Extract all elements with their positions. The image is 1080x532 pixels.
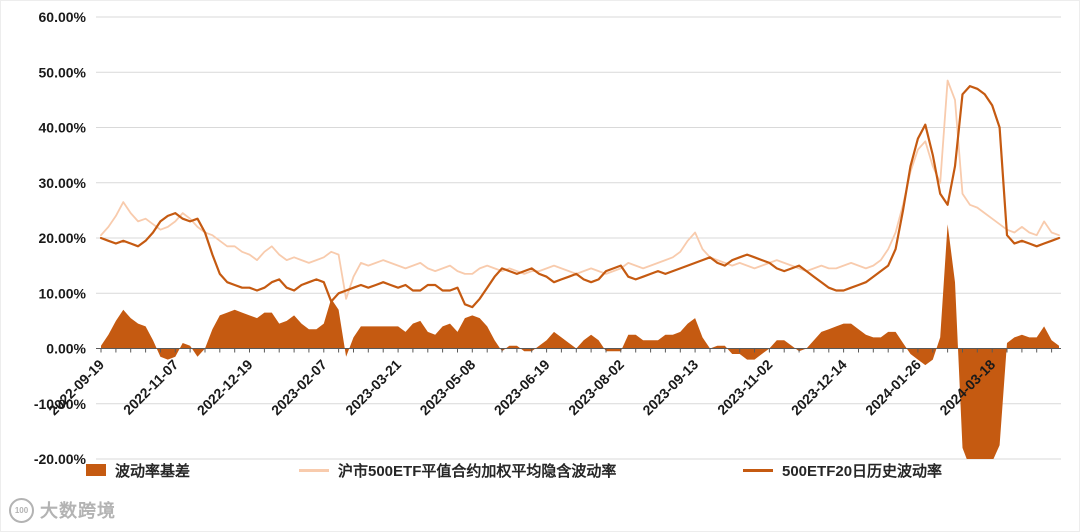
legend-label-historical-vol: 500ETF20日历史波动率 <box>782 462 943 480</box>
line-series-historical-vol <box>99 84 1061 309</box>
legend-item-historical-vol: 500ETF20日历史波动率 <box>743 459 942 481</box>
legend-label-basis: 波动率基差 <box>115 462 191 480</box>
x-axis-label: 2022-12-19 <box>194 356 256 418</box>
y-axis-label: 0.00% <box>46 341 86 357</box>
legend-swatch-historical-vol-line-icon <box>743 468 773 472</box>
y-axis-label: 50.00% <box>39 64 87 80</box>
legend-item-basis: 波动率基差 <box>86 459 190 481</box>
legend-swatch-area-icon <box>86 464 106 476</box>
legend-label-implied-vol: 沪市500ETF平值合约加权平均隐含波动率 <box>338 462 617 480</box>
y-axis-label: -20.00% <box>34 451 87 467</box>
x-axis-label: 2023-03-21 <box>342 356 404 418</box>
x-axis-label: 2024-01-26 <box>862 356 924 418</box>
y-axis-label: 40.00% <box>39 120 87 136</box>
x-axis-label: 2023-09-13 <box>639 356 701 418</box>
x-axis-label: 2022-11-07 <box>120 356 182 418</box>
y-axis-label: 10.00% <box>39 285 87 301</box>
y-axis-label: -10.00% <box>34 396 87 412</box>
watermark-logo-icon: 100 <box>9 497 34 523</box>
x-axis-label: 2023-12-14 <box>788 356 850 418</box>
area-series-basis <box>101 224 1059 459</box>
y-axis-label: 60.00% <box>39 9 87 25</box>
x-axis-label: 2023-11-02 <box>714 356 776 418</box>
y-axis-label: 30.00% <box>39 175 87 191</box>
legend-item-implied-vol: 沪市500ETF平值合约加权平均隐含波动率 <box>299 459 616 481</box>
legend-swatch-implied-vol-line-icon <box>299 468 329 472</box>
x-axis-label: 2023-02-07 <box>268 356 330 418</box>
y-axis-label: 20.00% <box>39 230 87 246</box>
x-axis-label: 2023-06-19 <box>491 356 553 418</box>
watermark-text: 大数跨境 <box>40 501 116 521</box>
watermark: 100 大数跨境 <box>9 497 116 523</box>
line-series-implied-vol <box>100 79 1060 300</box>
x-axis-label: 2023-05-08 <box>416 356 478 418</box>
x-axis-label: 2023-08-02 <box>565 356 627 418</box>
